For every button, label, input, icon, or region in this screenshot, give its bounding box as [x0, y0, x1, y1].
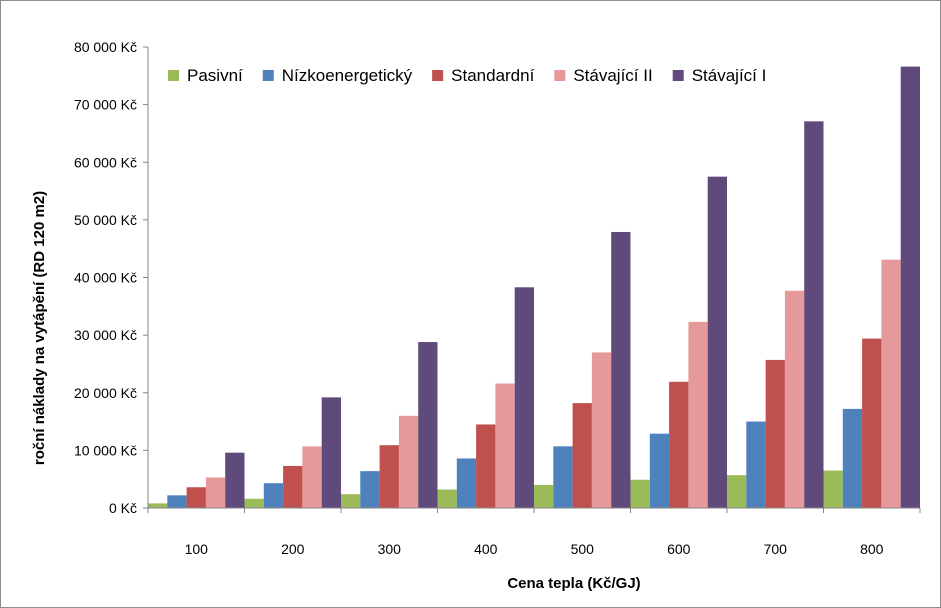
bar-pasivni-200 [244, 498, 264, 508]
bars [148, 66, 920, 509]
bar-stavajici-ii-600 [688, 321, 708, 508]
legend-swatch [554, 70, 566, 81]
bar-standardni-100 [186, 487, 206, 508]
y-axis-title: roční náklady na vytápění (RD 120 m2) [31, 191, 48, 465]
bar-stavajici-i-700 [804, 121, 824, 508]
bar-pasivni-500 [534, 484, 554, 508]
legend-item-stavajici-ii: Stávající II [554, 66, 653, 85]
bar-pasivni-800 [823, 470, 843, 508]
bar-stavajici-i-300 [418, 342, 438, 508]
bar-nizkoenergeticky-300 [360, 471, 380, 508]
legend-item-standardni: Standardní [432, 66, 535, 85]
bar-standardni-400 [476, 424, 496, 508]
bar-pasivni-300 [341, 494, 361, 508]
x-tick-label: 600 [667, 541, 691, 557]
bar-stavajici-ii-700 [784, 290, 805, 508]
legend-swatch [262, 70, 274, 81]
y-tick-label: 20 000 Kč [74, 385, 137, 401]
bar-nizkoenergeticky-200 [263, 483, 284, 508]
x-tick-label: 500 [571, 541, 595, 557]
x-tick-label: 100 [185, 541, 209, 557]
bar-stavajici-i-500 [611, 231, 631, 509]
legend-label: Stávající II [573, 66, 652, 85]
legend-swatch [432, 70, 444, 81]
bar-stavajici-i-200 [321, 397, 341, 508]
bar-stavajici-i-800 [900, 66, 920, 508]
bar-nizkoenergeticky-800 [842, 408, 863, 508]
y-tick-label: 30 000 Kč [74, 327, 137, 343]
bar-stavajici-i-400 [514, 287, 534, 508]
bar-pasivni-400 [437, 489, 457, 508]
x-axis-ticks: 100 200 300 400 500 600 700 800 [147, 508, 921, 557]
bar-nizkoenergeticky-500 [553, 446, 573, 508]
x-tick-label: 700 [764, 541, 788, 557]
bar-pasivni-600 [630, 479, 650, 508]
y-tick-label: 10 000 Kč [74, 442, 137, 458]
x-tick-label: 400 [474, 541, 498, 557]
x-tick-label: 300 [378, 541, 402, 557]
y-axis-ticks: 0 Kč 10 000 Kč 20 000 Kč 30 000 Kč 40 000 Kč… [74, 39, 148, 516]
bar-nizkoenergeticky-400 [456, 458, 477, 508]
legend: Pasivní Nízkoenergetický Standardní Stávají… [168, 66, 766, 85]
bar-stavajici-ii-200 [302, 446, 322, 508]
legend-label: Stávající I [692, 66, 767, 85]
bar-nizkoenergeticky-600 [649, 433, 670, 508]
x-tick-label: 200 [281, 541, 305, 557]
legend-item-pasivni: Pasivní [168, 66, 243, 85]
y-tick-label: 0 Kč [109, 500, 137, 516]
y-tick-label: 70 000 Kč [74, 97, 137, 113]
bar-standardni-500 [572, 403, 592, 508]
x-axis-title: Cena tepla (Kč/GJ) [507, 575, 640, 592]
x-tick-label: 800 [860, 541, 884, 557]
bar-stavajici-ii-800 [881, 259, 901, 508]
bar-pasivni-100 [148, 503, 168, 508]
y-tick-label: 60 000 Kč [74, 154, 137, 170]
bar-standardni-700 [765, 359, 785, 508]
bar-standardni-300 [379, 445, 399, 508]
y-tick-label: 40 000 Kč [74, 270, 137, 286]
legend-label: Nízkoenergetický [282, 66, 413, 85]
legend-label: Standardní [451, 66, 534, 85]
legend-swatch [672, 70, 684, 81]
bar-stavajici-i-600 [707, 176, 727, 508]
bar-nizkoenergeticky-100 [167, 495, 187, 508]
legend-item-nizkoenergeticky: Nízkoenergetický [262, 66, 413, 85]
bar-standardni-800 [862, 338, 882, 508]
legend-item-stavajici-i: Stávající I [672, 66, 767, 85]
bar-stavajici-ii-100 [205, 477, 226, 508]
bar-standardni-600 [669, 381, 689, 508]
legend-swatch [168, 70, 179, 81]
bar-stavajici-ii-500 [591, 352, 612, 508]
bar-nizkoenergeticky-700 [746, 421, 766, 508]
bar-stavajici-ii-400 [495, 383, 515, 508]
y-tick-label: 80 000 Kč [74, 39, 137, 55]
bar-pasivni-700 [727, 475, 747, 508]
y-tick-label: 50 000 Kč [74, 212, 137, 228]
bar-standardni-200 [283, 465, 303, 508]
bar-stavajici-i-100 [225, 452, 245, 508]
legend-label: Pasivní [187, 66, 243, 85]
bar-stavajici-ii-300 [398, 415, 419, 508]
